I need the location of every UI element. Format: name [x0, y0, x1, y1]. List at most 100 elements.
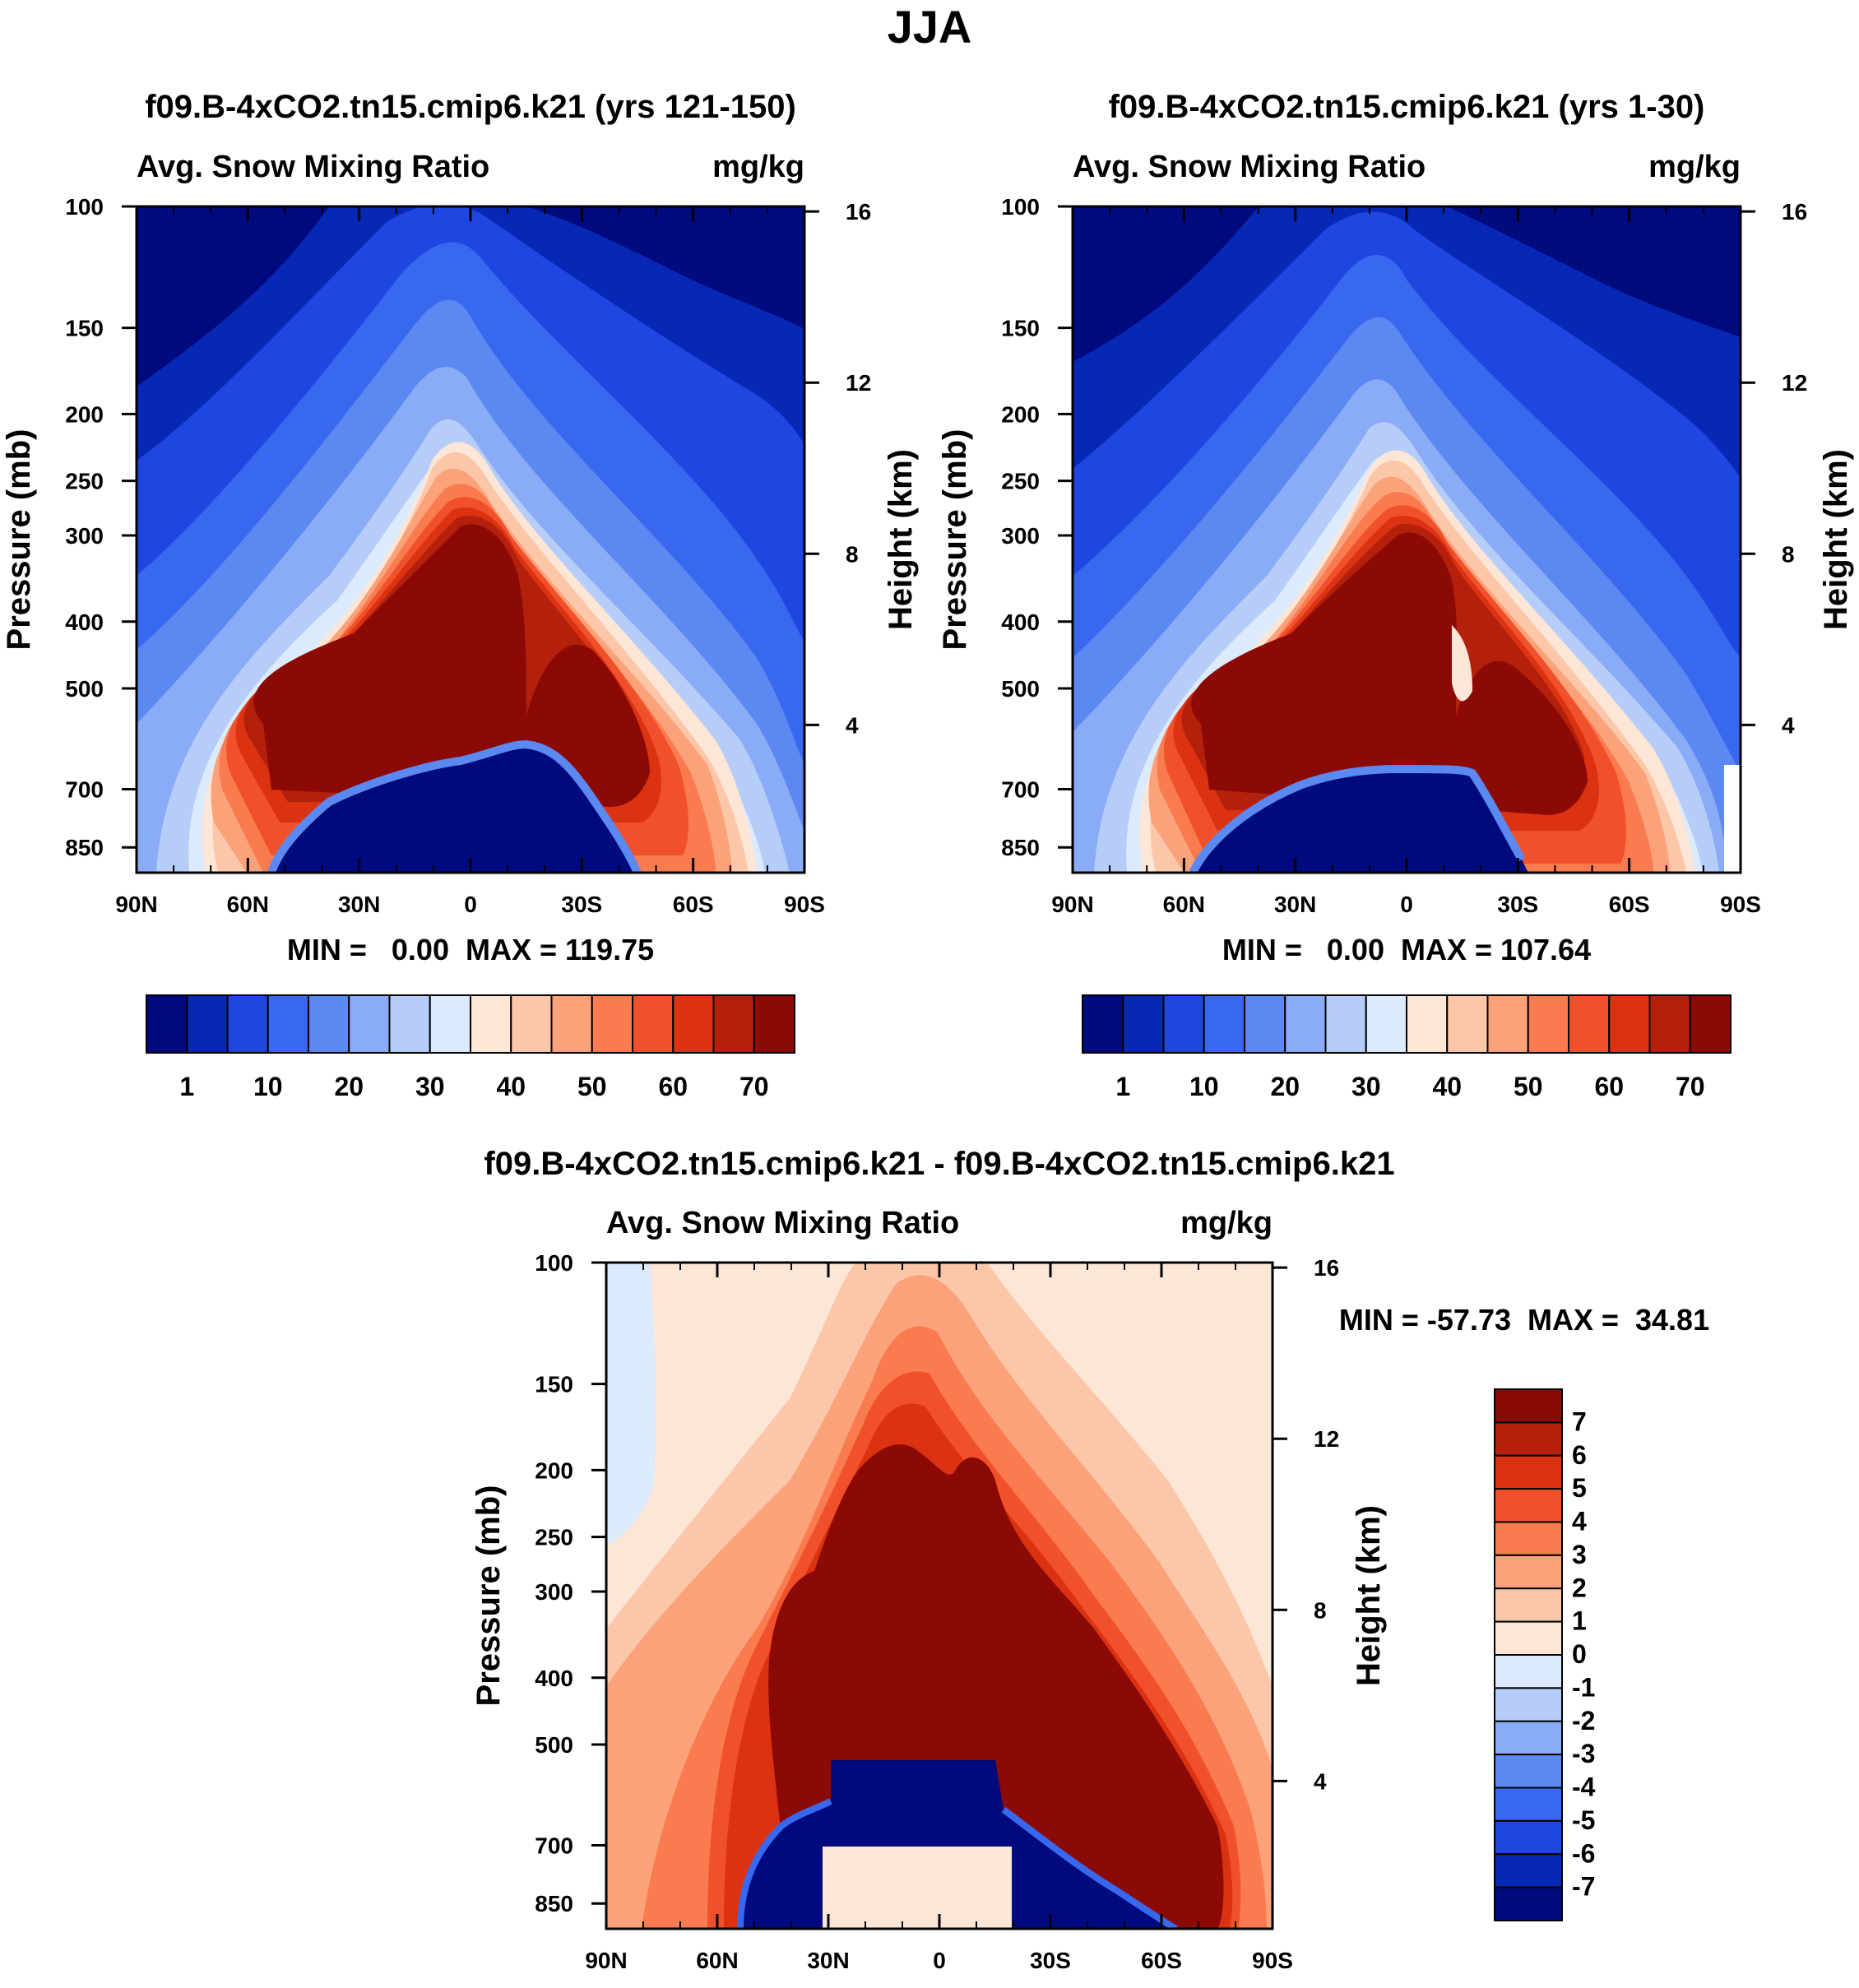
contour-field: [606, 1263, 1273, 1929]
y-tick-label: 400: [535, 1666, 573, 1691]
x-tick-label: 30S: [1030, 1948, 1071, 1973]
colorbar-swatch: [1203, 994, 1245, 1054]
x-tick-label: 90N: [115, 892, 157, 917]
colorbar-swatch: [753, 994, 795, 1054]
colorbar-swatch: [1365, 994, 1407, 1054]
variable-label: Avg. Snow Mixing Ratio: [606, 1206, 959, 1240]
variable-label: Avg. Snow Mixing Ratio: [1073, 150, 1426, 184]
x-tick-label: 30S: [561, 892, 602, 917]
colorbar-swatch: [1494, 1654, 1563, 1689]
panel-yrs-1-30: f09.B-4xCO2.tn15.cmip6.k21 (yrs 1-30) Av…: [937, 89, 1854, 1101]
y-tick-label: 250: [1001, 469, 1040, 494]
axes: 90N 60N 30N 0 30S 60S 90S 100 150 200 250 300 400 500…: [535, 1250, 1339, 1973]
y-right-tick-label: 16: [846, 199, 871, 225]
y-tick-label: 100: [1001, 194, 1040, 220]
colorbar: 7 65 4 3 2 10-1 -2 -3 -4 -5-6 -7: [1494, 1388, 1596, 1921]
colorbar-label: -6: [1572, 1838, 1595, 1868]
y-tick-label: 400: [1001, 609, 1040, 635]
colorbar-swatch: [510, 994, 553, 1054]
y-tick-label: 200: [65, 401, 104, 427]
colorbar-label: -2: [1572, 1706, 1595, 1735]
colorbar-swatch: [1494, 1786, 1563, 1822]
colorbar-swatch: [1608, 994, 1651, 1054]
colorbar-swatch: [632, 994, 675, 1054]
y-right-tick-label: 12: [1782, 370, 1807, 396]
variable-label: Avg. Snow Mixing Ratio: [137, 150, 489, 184]
colorbar-swatch: [1446, 994, 1489, 1054]
colorbar-swatch: [348, 994, 391, 1054]
axes: 90N 60N 30N 0 30S 60S 90S 100 150 200 250 300 400 500…: [65, 194, 871, 917]
contour-near-zero: [823, 1847, 1012, 1929]
colorbar-swatch: [1406, 994, 1449, 1054]
colorbar-swatch: [1494, 1554, 1563, 1590]
missing-data-edge: [1724, 765, 1741, 873]
y-right-tick-label: 4: [846, 712, 859, 738]
y-tick-label: 150: [535, 1372, 573, 1397]
colorbar-swatch: [1527, 994, 1569, 1054]
contour-field: [137, 206, 804, 873]
colorbar-label: -3: [1572, 1739, 1595, 1768]
colorbar-label: 1: [1115, 1072, 1130, 1101]
x-tick-label: 90S: [1252, 1948, 1293, 1973]
colorbar-label: 30: [1351, 1072, 1381, 1101]
y-right-tick-label: 12: [846, 370, 871, 396]
panel-yrs-121-150: f09.B-4xCO2.tn15.cmip6.k21 (yrs 121-150)…: [1, 89, 919, 1101]
y-tick-label: 850: [65, 835, 104, 860]
y-right-tick-label: 8: [1782, 541, 1795, 567]
y-tick-label: 100: [65, 194, 104, 220]
colorbar: 1 10 20 30 40 50 60 70: [1082, 994, 1732, 1101]
colorbar-swatch: [672, 994, 715, 1054]
colorbar-label: 6: [1572, 1440, 1587, 1470]
panel-title: f09.B-4xCO2.tn15.cmip6.k21 (yrs 1-30): [1109, 89, 1705, 125]
y-tick-label: 300: [65, 523, 104, 549]
colorbar-swatch: [1494, 1754, 1563, 1789]
y-right-tick-label: 12: [1314, 1426, 1339, 1452]
panel-difference: f09.B-4xCO2.tn15.cmip6.k21 - f09.B-4xCO2…: [471, 1146, 1709, 1973]
colorbar-label: 4: [1572, 1507, 1587, 1536]
y-tick-label: 250: [65, 469, 104, 494]
colorbar-swatch: [1284, 994, 1327, 1054]
panel-title: f09.B-4xCO2.tn15.cmip6.k21 - f09.B-4xCO2…: [484, 1146, 1394, 1182]
colorbar: 1 10 20 30 40 50 60 70: [146, 994, 795, 1101]
contour-gap: [1452, 625, 1472, 702]
colorbar-label: 70: [1676, 1072, 1705, 1101]
colorbar-label: 50: [577, 1072, 607, 1101]
colorbar-swatch: [429, 994, 471, 1054]
x-tick-label: 90N: [1051, 892, 1093, 917]
x-tick-label: 90N: [585, 1948, 627, 1973]
colorbar-swatch: [1324, 994, 1367, 1054]
contour-level-15: [1191, 532, 1588, 815]
contour-field: [1073, 206, 1741, 873]
y-tick-label: 500: [1001, 676, 1040, 702]
units-label: mg/kg: [712, 150, 804, 184]
colorbar-swatch: [226, 994, 269, 1054]
x-tick-label: 60S: [1609, 892, 1650, 917]
colorbar-swatch: [1648, 994, 1691, 1054]
units-label: mg/kg: [1648, 150, 1741, 184]
colorbar-swatch: [1494, 1388, 1563, 1424]
y-right-tick-label: 8: [1314, 1597, 1327, 1623]
y-right-tick-label: 16: [1314, 1255, 1339, 1281]
colorbar-label: 60: [658, 1072, 688, 1101]
colorbar-swatch: [146, 994, 188, 1054]
colorbar-swatch: [550, 994, 593, 1054]
colorbar-label: 1: [179, 1072, 194, 1101]
colorbar-label: 40: [1432, 1072, 1462, 1101]
x-tick-label: 60N: [696, 1948, 738, 1973]
y-right-tick-label: 8: [846, 541, 859, 567]
x-tick-label: 90S: [1720, 892, 1761, 917]
y-right-axis-label: Height (km): [1351, 1505, 1387, 1686]
axes: 90N 60N 30N 0 30S 60S 90S 100 150 200 250 300 400 500…: [1001, 194, 1807, 917]
y-tick-label: 850: [1001, 835, 1040, 860]
colorbar-swatch: [1122, 994, 1165, 1054]
colorbar-label: 70: [739, 1072, 769, 1101]
units-label: mg/kg: [1180, 1206, 1273, 1240]
y-tick-label: 700: [65, 777, 104, 803]
colorbar-label: -7: [1572, 1872, 1595, 1902]
colorbar-swatch: [1494, 1819, 1563, 1856]
colorbar-swatch: [1494, 1521, 1563, 1556]
x-tick-label: 60S: [673, 892, 714, 917]
colorbar-swatch: [591, 994, 633, 1054]
y-tick-label: 700: [535, 1833, 573, 1859]
contour-level-0: [1193, 769, 1528, 873]
